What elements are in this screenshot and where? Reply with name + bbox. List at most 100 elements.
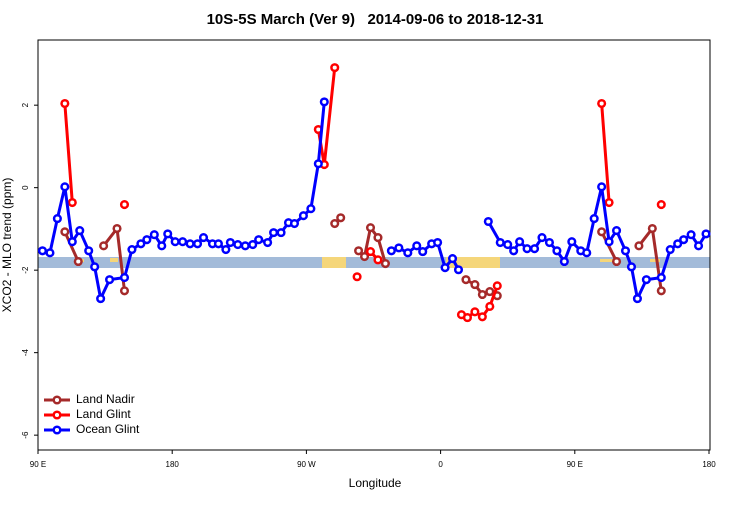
point — [306, 204, 316, 214]
point — [119, 200, 130, 210]
point — [213, 239, 223, 249]
point — [163, 229, 173, 239]
point — [597, 98, 607, 109]
point — [313, 159, 323, 169]
point — [495, 237, 505, 248]
point — [544, 237, 555, 248]
point — [529, 244, 540, 254]
point — [37, 246, 48, 256]
point — [665, 244, 675, 255]
point — [365, 247, 376, 257]
point — [483, 216, 493, 227]
point — [119, 286, 130, 296]
point — [477, 289, 487, 300]
point — [462, 313, 472, 323]
point — [319, 97, 329, 107]
point — [149, 230, 159, 240]
point — [263, 237, 273, 248]
point — [90, 262, 100, 272]
point — [552, 246, 562, 256]
point — [142, 235, 152, 245]
legend-marker — [52, 395, 62, 405]
point — [641, 275, 651, 285]
point — [45, 248, 55, 258]
point — [75, 226, 85, 236]
point — [433, 237, 443, 248]
point — [612, 256, 622, 267]
legend-label: Ocean Glint — [76, 422, 140, 436]
point — [403, 248, 413, 258]
point — [360, 251, 370, 262]
point — [453, 265, 464, 275]
point — [597, 182, 607, 192]
point — [559, 256, 569, 267]
point — [515, 237, 525, 247]
x-tick-label: 90 E — [567, 460, 583, 469]
point — [276, 228, 286, 238]
point — [373, 233, 383, 243]
point — [127, 244, 137, 255]
point — [96, 294, 106, 304]
point — [470, 307, 480, 317]
point — [604, 197, 614, 208]
point — [492, 281, 502, 291]
point — [84, 246, 94, 256]
point — [52, 214, 62, 224]
point — [589, 214, 599, 224]
point — [233, 240, 243, 250]
point — [647, 223, 657, 234]
point — [365, 223, 376, 233]
point — [701, 229, 711, 239]
point — [254, 235, 264, 245]
point — [386, 246, 396, 256]
point — [240, 241, 250, 251]
point — [567, 237, 577, 247]
point — [440, 263, 450, 273]
x-tick-label: 180 — [702, 460, 716, 469]
point — [157, 241, 167, 251]
point — [336, 213, 346, 223]
point — [170, 237, 180, 247]
legend-marker — [52, 425, 62, 435]
point — [597, 227, 607, 237]
point — [461, 275, 471, 285]
point — [509, 246, 519, 256]
point — [418, 247, 428, 257]
point — [470, 280, 480, 290]
point — [119, 273, 130, 283]
point — [656, 286, 666, 296]
point — [537, 233, 547, 243]
point — [634, 241, 644, 251]
point — [694, 241, 704, 251]
x-tick-label: 0 — [438, 460, 443, 469]
y-tick-label: 2 — [21, 102, 30, 107]
point — [632, 294, 642, 304]
legend-label: Land Glint — [76, 407, 131, 421]
point — [60, 227, 70, 237]
point — [626, 262, 637, 272]
point — [679, 235, 689, 245]
point — [656, 273, 666, 283]
point — [412, 241, 422, 251]
y-tick-label: -6 — [21, 431, 30, 439]
point — [330, 63, 340, 73]
point — [248, 240, 258, 250]
chart-title: 10S-5S March (Ver 9) 2014-09-06 to 2018-… — [207, 11, 544, 28]
point — [485, 301, 495, 312]
point — [67, 197, 77, 208]
point — [522, 244, 532, 254]
point — [477, 312, 487, 322]
x-tick-label: 180 — [166, 460, 180, 469]
point — [492, 291, 502, 301]
legend-marker — [52, 410, 62, 420]
point — [380, 259, 390, 269]
point — [185, 239, 195, 249]
series-line — [65, 68, 661, 318]
point — [136, 239, 146, 249]
y-axis-label: XCO2 - MLO trend (ppm) — [0, 178, 14, 313]
x-tick-label: 90 W — [297, 460, 316, 469]
point — [582, 248, 592, 258]
point — [447, 254, 458, 264]
point — [221, 244, 231, 255]
point — [60, 182, 70, 192]
